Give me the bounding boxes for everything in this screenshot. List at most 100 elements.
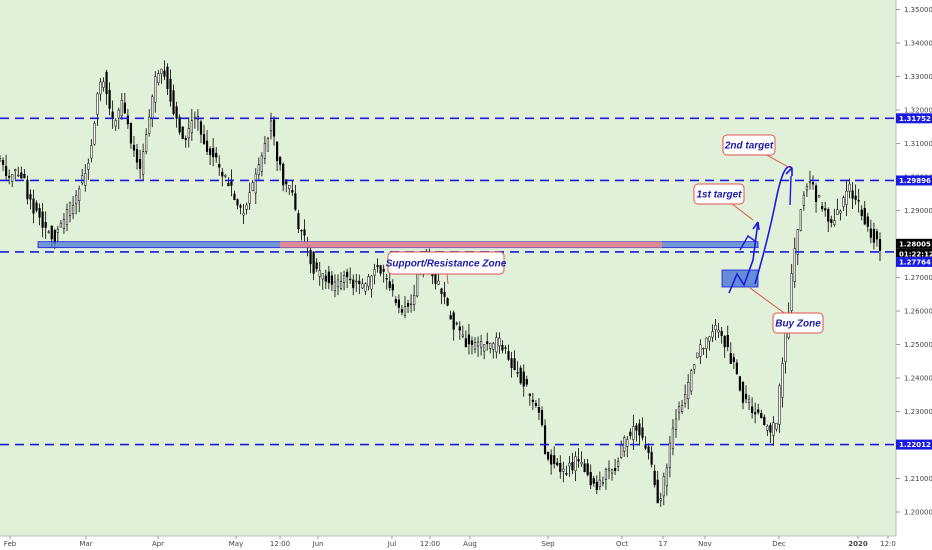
candle [181, 126, 184, 140]
candle [775, 422, 778, 432]
candle [272, 116, 276, 146]
candle [68, 201, 72, 223]
candle-body-bull [71, 205, 75, 215]
candle [376, 258, 379, 273]
candle-body-bear [132, 144, 136, 151]
candle-body-bull [84, 173, 87, 186]
candle-body-bull [766, 426, 769, 431]
candle [659, 492, 662, 507]
candle-body-bull [483, 344, 486, 352]
candle-body-bull [145, 134, 148, 152]
candle-body-bull [705, 337, 708, 349]
candle-body-bear [763, 416, 766, 426]
candle [209, 146, 212, 165]
time-tick-label: Oct [616, 540, 628, 548]
candle [382, 264, 385, 283]
sr-zone-callout-label: Support/Resistance Zone [386, 259, 507, 270]
candle [190, 109, 193, 141]
candle [458, 321, 461, 340]
target2-callout: 2nd target [722, 134, 791, 169]
candle [495, 332, 498, 359]
countdown-tag-bg [896, 248, 932, 259]
buy-zone-callout-label: Buy Zone [775, 319, 821, 330]
candle [251, 179, 254, 192]
candle [406, 299, 410, 313]
candle [32, 189, 35, 224]
time-tick-label: Apr [152, 540, 164, 548]
candle-body-bull [668, 442, 671, 468]
candle [702, 347, 705, 355]
candle [534, 399, 538, 408]
candle [391, 279, 394, 297]
candle-body-bear [388, 281, 391, 289]
candle [35, 200, 38, 213]
candle-body-bear [169, 78, 172, 102]
candle-body-bull [242, 212, 245, 216]
candle [821, 201, 824, 212]
candle [169, 69, 172, 107]
candle [665, 463, 668, 496]
candle [641, 417, 644, 441]
time-tick-label: Jul [387, 540, 397, 548]
candle-body-bull [662, 476, 665, 497]
price-axis[interactable] [896, 0, 932, 550]
candle-body-bear [577, 459, 580, 462]
candle-body-bear [519, 367, 522, 384]
candle [324, 269, 327, 289]
candle [869, 219, 872, 244]
candle-body-bear [525, 379, 528, 385]
candle-body-bull [674, 418, 678, 430]
candle-body-bear [163, 70, 166, 77]
candle-body-bear [827, 209, 830, 222]
candle-body-bull [495, 337, 498, 353]
annotations-layer: Support/Resistance Zone Buy Zone 1st targe… [37, 134, 824, 334]
current-price-tag: 1.28005 [896, 238, 932, 249]
time-tick-label: Aug [463, 540, 477, 548]
level-price-tag-text: 1.29896 [899, 177, 931, 185]
candle-body-bear [324, 275, 327, 282]
countdown-tag: 01:22:12 [896, 248, 932, 259]
candle [1, 157, 5, 171]
candle [288, 185, 291, 195]
candle [120, 93, 123, 120]
candle [857, 188, 860, 213]
time-axis[interactable] [0, 536, 896, 550]
current-price-tag-bg [896, 238, 932, 249]
candle-body-bull [489, 342, 492, 349]
candle-body-bear [507, 351, 510, 360]
candle [239, 203, 242, 215]
candle [236, 198, 239, 210]
candle [693, 364, 696, 375]
candle [754, 402, 757, 424]
candle-body-bear [35, 202, 38, 211]
candle-body-bull [680, 405, 684, 412]
level-price-tag-text: 1.27764 [899, 258, 931, 266]
candle [257, 157, 260, 181]
candle-body-bull [355, 280, 358, 283]
candle [385, 273, 388, 290]
candle [449, 310, 452, 320]
candle-body-bull [498, 337, 501, 347]
candle-body-bull [99, 81, 102, 95]
candle-body-bear [516, 372, 519, 374]
candle-body-bull [693, 364, 696, 370]
candle [747, 395, 751, 410]
price-tick-label: 1.21000 [904, 475, 932, 483]
candle [370, 274, 373, 298]
candle [0, 155, 2, 163]
candle [772, 416, 775, 446]
candle-body-bear [543, 425, 547, 455]
candle [44, 211, 47, 239]
candle [135, 144, 139, 170]
candle [349, 267, 352, 284]
candle-body-bull [269, 120, 273, 132]
candle [388, 270, 391, 292]
candle-body-bull [711, 331, 714, 338]
candle [668, 435, 671, 478]
projection-arrow-1 [752, 221, 760, 231]
candle [336, 274, 340, 296]
candle-body-bull [266, 138, 270, 152]
candle [282, 162, 285, 192]
candle [498, 332, 501, 354]
candle [851, 182, 854, 210]
